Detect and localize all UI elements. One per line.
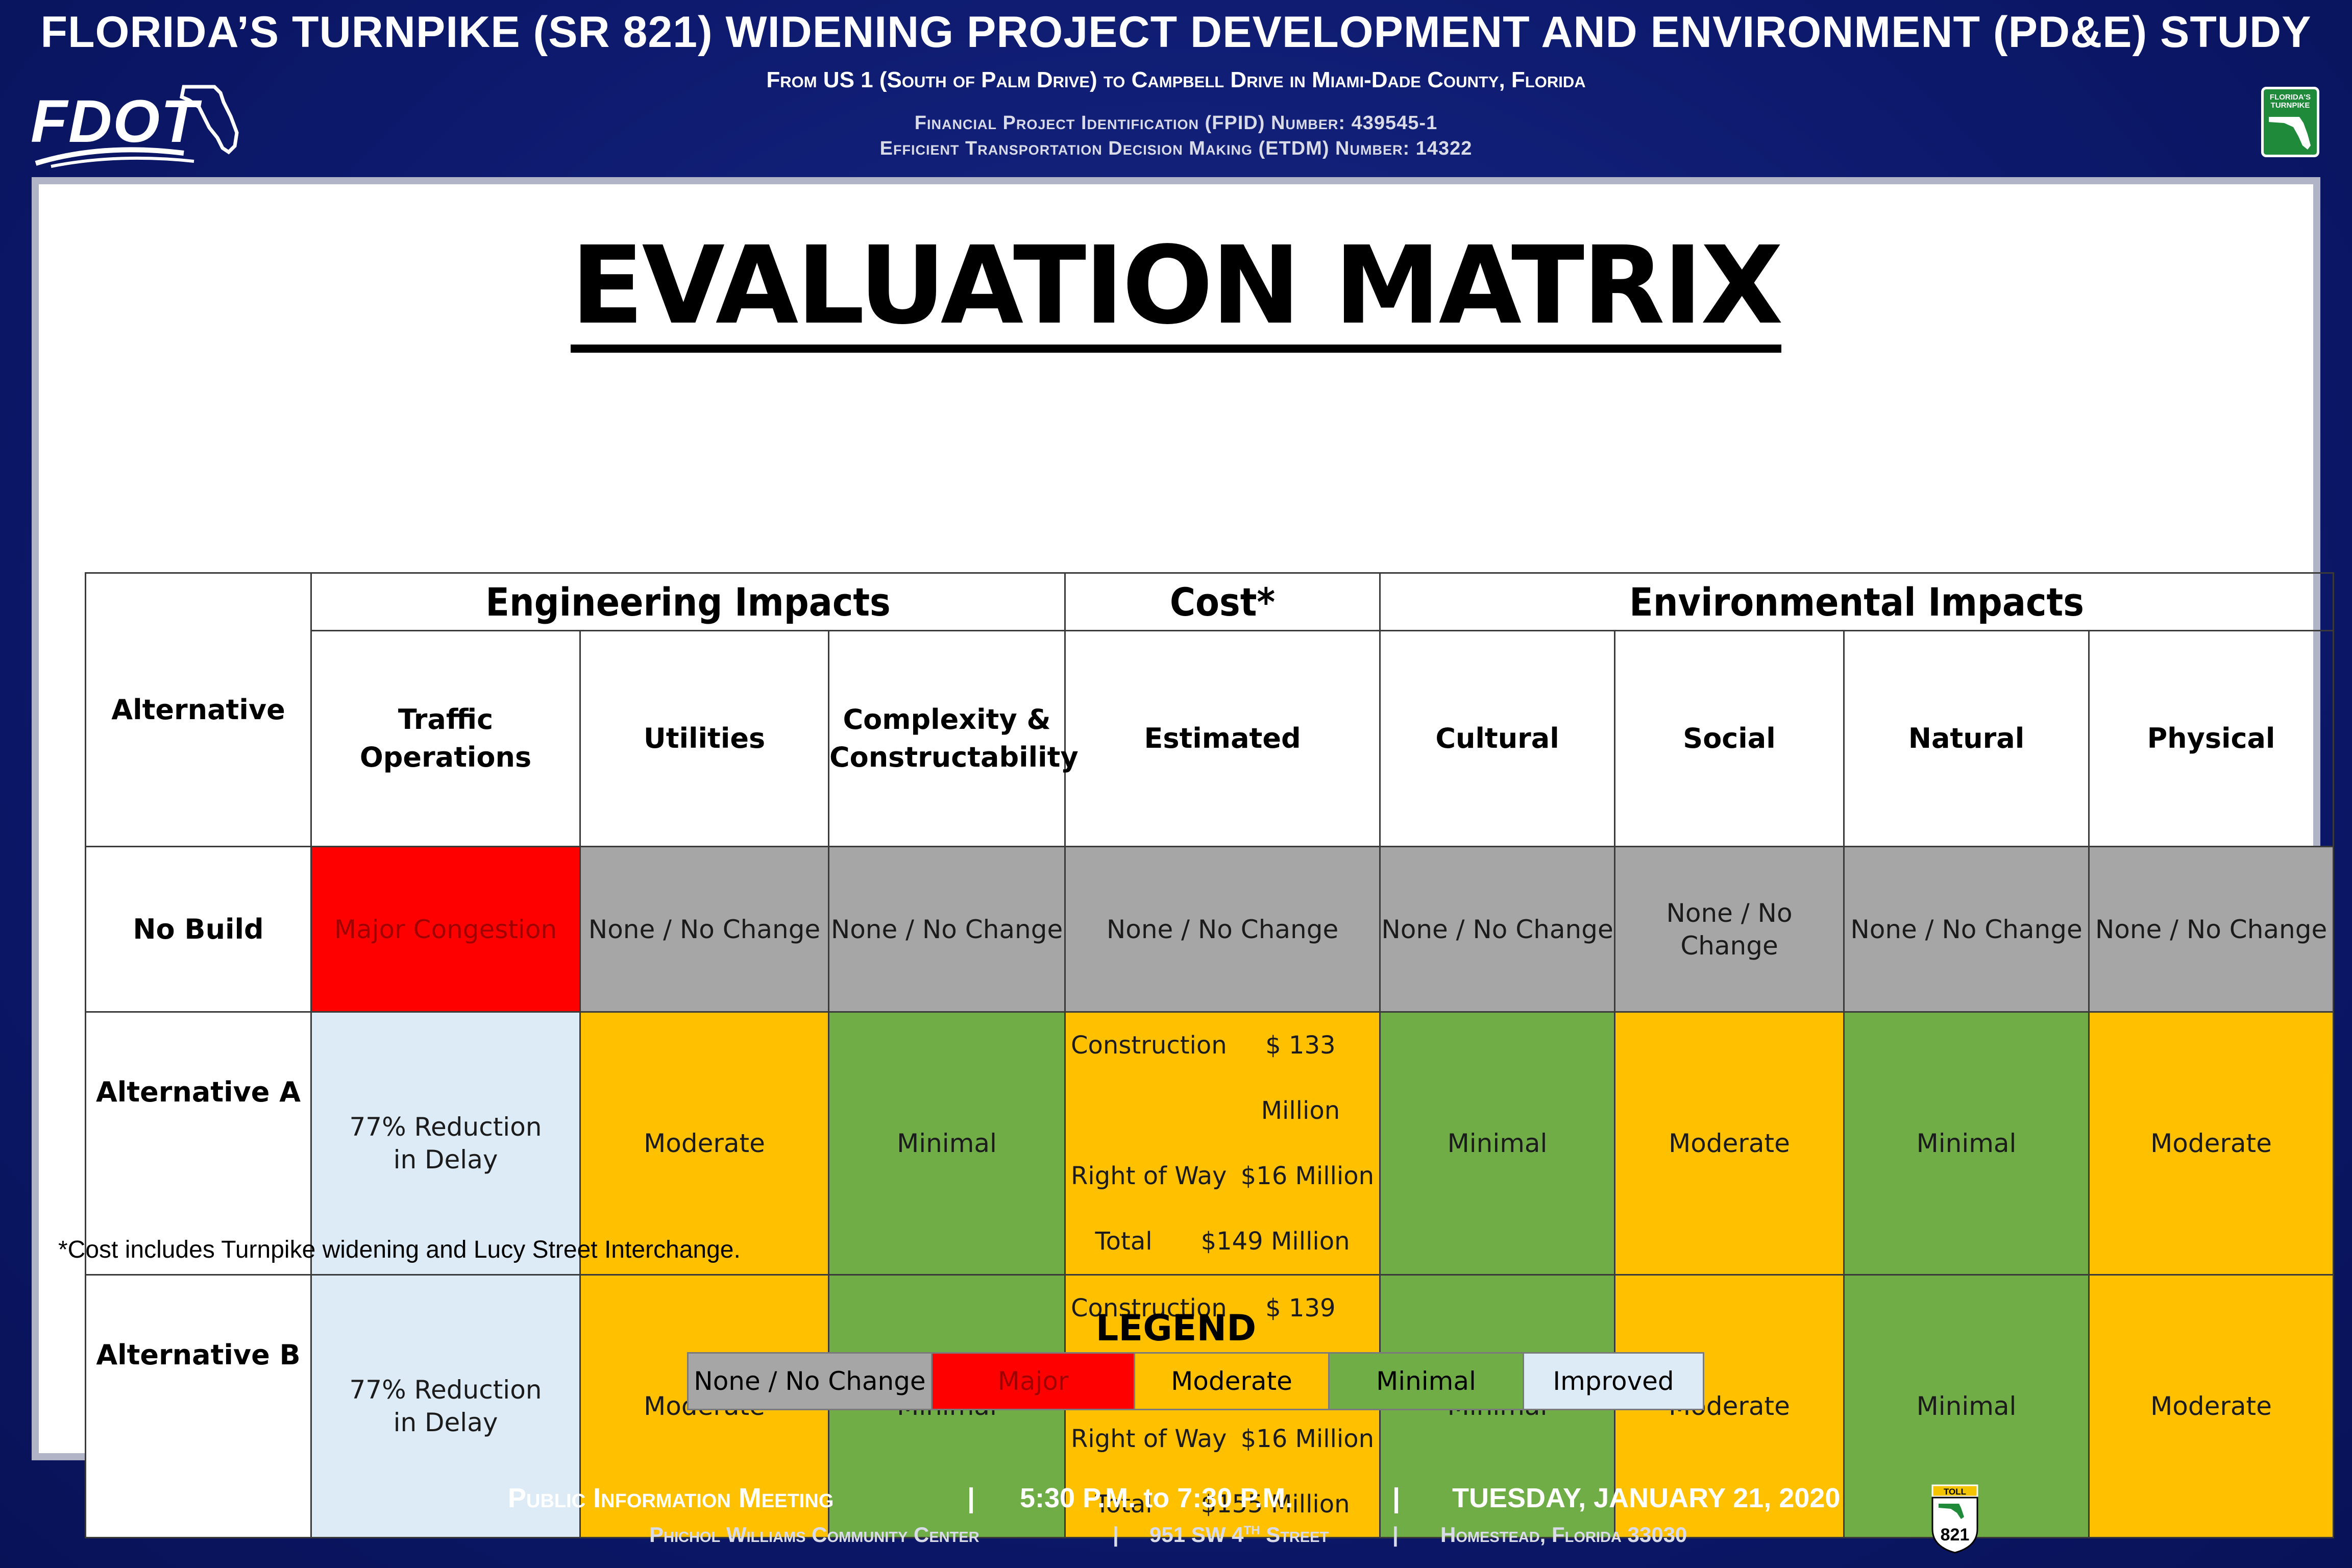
row-label-alternative-a: Alternative A (85, 1011, 312, 1276)
cell-natural: Minimal (1843, 1274, 2090, 1538)
footer-separator: | (967, 1483, 975, 1513)
cell-natural: None / No Change (1843, 846, 2090, 1013)
cell-utilities: None / No Change (579, 846, 829, 1013)
environmental-impacts-header: Environmental Impacts (1379, 572, 2335, 631)
table-row: No Build Major Congestion None / No Chan… (85, 846, 2335, 1013)
cell-physical: None / No Change (2088, 846, 2335, 1013)
cell-cost: None / No Change (1064, 846, 1381, 1013)
footer-time: 5:30 P.M. to 7:30 P.M. (1020, 1483, 1293, 1513)
cell-cost: Construction $ 133 Million Right of Way $1… (1064, 1011, 1381, 1276)
fdot-logo-text: FDOT (31, 88, 199, 155)
cell-social: None / No Change (1614, 846, 1845, 1013)
cost-construction-line: Construction $ 133 Million (1071, 1031, 1340, 1125)
cost-right-of-way-line: Right of Way $16 Million (1071, 1425, 1375, 1453)
footer-separator: | (1392, 1483, 1401, 1513)
row-label-alternative-b: Alternative B (85, 1274, 312, 1538)
cost-header: Cost* (1064, 572, 1381, 631)
cell-physical: Moderate (2088, 1274, 2335, 1538)
turnpike-logo: FLORIDA'S TURNPIKE (2261, 87, 2319, 157)
cell-traffic: 77% Reduction in Delay (310, 1011, 581, 1276)
table-row: Alternative A 77% Reduction in Delay Mod… (85, 1011, 2335, 1276)
complexity-header: Complexity & Constructability (827, 630, 1079, 847)
cell-complexity: None / No Change (827, 846, 1066, 1013)
cost-footnote: *Cost includes Turnpike widening and Luc… (58, 1236, 741, 1263)
legend-item-major: Major (933, 1354, 1135, 1409)
utilities-header: Utilities (579, 630, 829, 847)
cell-cultural: None / No Change (1379, 846, 1616, 1013)
cell-traffic: 77% Reduction in Delay (310, 1274, 581, 1538)
turnpike-logo-text: FLORIDA'S TURNPIKE (2269, 93, 2311, 110)
cost-right-of-way-line: Right of Way $16 Million (1071, 1162, 1375, 1190)
cell-physical: Moderate (2088, 1011, 2335, 1276)
legend-item-none: None / No Change (689, 1354, 933, 1409)
legend-title: LEGEND (1095, 1307, 1257, 1349)
estimated-header: Estimated (1064, 630, 1381, 847)
florida-shape-icon (2269, 117, 2311, 150)
cell-social: Moderate (1614, 1274, 1845, 1538)
natural-header: Natural (1843, 630, 2090, 847)
evaluation-matrix-table: Alternative Engineering Impacts Cost* En… (85, 572, 2335, 1538)
toll-821-shield-icon: TOLL 821 (1928, 1483, 1981, 1555)
legend-item-moderate: Moderate (1135, 1354, 1330, 1409)
legend-item-minimal: Minimal (1330, 1354, 1524, 1409)
alternative-header: Alternative (85, 572, 312, 847)
cost-total-line: Total $155 Million (1095, 1490, 1350, 1518)
svg-text:821: 821 (1941, 1525, 1970, 1545)
svg-text:TOLL: TOLL (1944, 1487, 1966, 1497)
florida-outline-icon (35, 85, 239, 168)
legend-item-improved: Improved (1524, 1354, 1703, 1409)
cell-traffic: Major Congestion (310, 846, 581, 1013)
page-title: FLORIDA’S TURNPIKE (SR 821) WIDENING PRO… (40, 8, 2312, 57)
fpid-number: Financial Project Identification (FPID) … (914, 112, 1438, 134)
cell-cultural: Minimal (1379, 1011, 1616, 1276)
fdot-logo: FDOT (31, 66, 245, 168)
footer-separator: | (1392, 1523, 1399, 1547)
legend: None / No Change Major Moderate Minimal … (687, 1352, 1704, 1410)
social-header: Social (1614, 630, 1845, 847)
footer-venue: Phichol Williams Community Center (649, 1523, 979, 1547)
cost-total-line: Total $149 Million (1095, 1227, 1350, 1256)
footer-meeting: Public Information Meeting (508, 1483, 834, 1513)
footer-city: Homestead, Florida 33030 (1440, 1523, 1687, 1547)
cell-natural: Minimal (1843, 1011, 2090, 1276)
traffic-operations-header: Traffic Operations (310, 630, 581, 847)
footer-separator: | (1113, 1523, 1119, 1547)
row-label-no-build: No Build (85, 846, 312, 1013)
page-subtitle: From US 1 (South of Palm Drive) to Campb… (766, 67, 1586, 92)
footer-address: 951 SW 4TH Street (1149, 1523, 1329, 1547)
cell-utilities: Moderate (579, 1011, 829, 1276)
cultural-header: Cultural (1379, 630, 1616, 847)
matrix-panel: EVALUATION MATRIX Alternative Engineerin… (32, 177, 2335, 1538)
physical-header: Physical (2088, 630, 2335, 847)
cell-social: Moderate (1614, 1011, 1845, 1276)
etdm-number: Efficient Transportation Decision Making… (879, 138, 1473, 159)
cell-complexity: Minimal (827, 1011, 1066, 1276)
engineering-impacts-header: Engineering Impacts (310, 572, 1066, 631)
matrix-title: EVALUATION MATRIX (39, 223, 2313, 353)
footer-date: TUESDAY, JANUARY 21, 2020 (1452, 1483, 1841, 1513)
